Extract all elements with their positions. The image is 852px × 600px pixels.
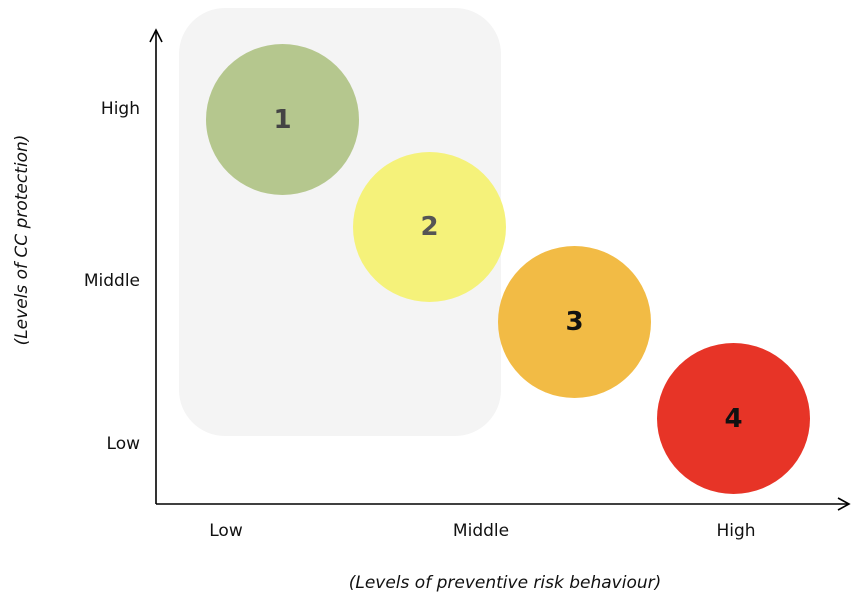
bubble-3: 3 xyxy=(498,246,651,398)
bubble-2-label: 2 xyxy=(420,212,439,242)
y-tick-middle: Middle xyxy=(83,271,140,291)
bubble-3-label: 3 xyxy=(565,307,584,337)
bubble-4-label: 4 xyxy=(724,403,743,434)
y-axis-arrowhead xyxy=(149,28,163,43)
y-tick-low: Low xyxy=(106,434,140,454)
bubble-2: 2 xyxy=(353,152,506,302)
x-axis-arrowhead xyxy=(837,497,851,511)
x-tick-low: Low xyxy=(209,521,243,541)
bubble-4: 4 xyxy=(657,343,810,494)
y-axis-title: (Levels of CC protection) xyxy=(12,134,32,346)
x-tick-high: High xyxy=(716,521,756,541)
x-tick-middle: Middle xyxy=(452,521,510,541)
x-axis-title: (Levels of preventive risk behaviour) xyxy=(348,573,662,593)
bubble-1: 1 xyxy=(206,44,359,195)
bubble-1-label: 1 xyxy=(273,104,292,135)
y-tick-high: High xyxy=(100,99,140,119)
